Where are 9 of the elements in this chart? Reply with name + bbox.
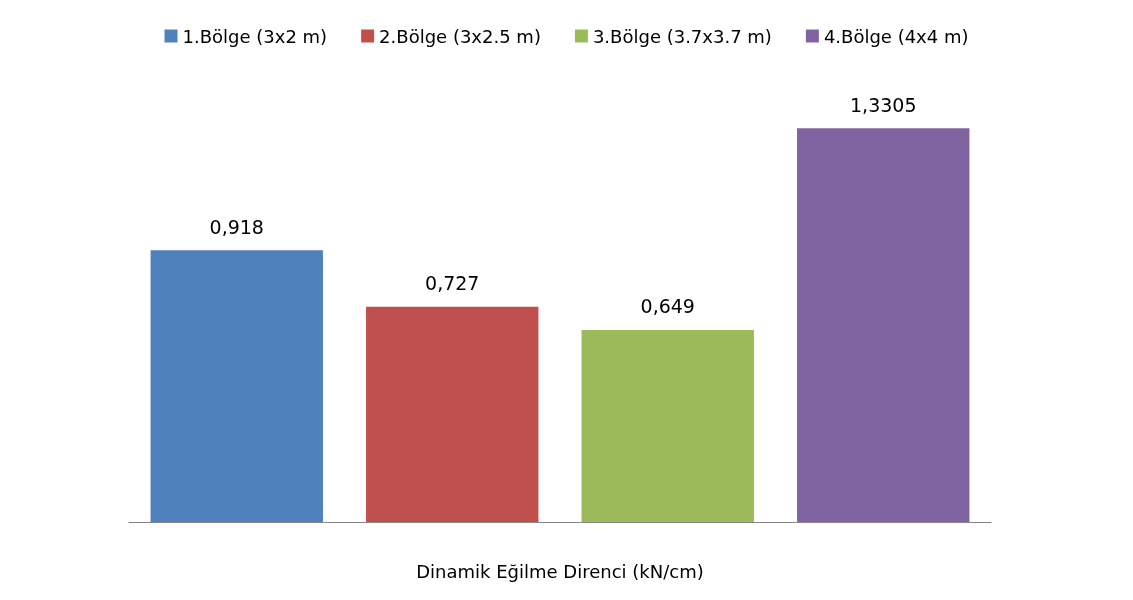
- legend-label: 2.Bölge (3x2.5 m): [379, 25, 541, 47]
- data-label: 0,649: [640, 295, 695, 318]
- x-axis-title: Dinamik Eğilme Direnci (kN/cm): [416, 560, 704, 582]
- legend-label: 1.Bölge (3x2 m): [182, 25, 328, 47]
- data-label: 0,727: [425, 272, 480, 295]
- legend-label: 3.Bölge (3.7x3.7 m): [592, 25, 772, 47]
- legend-label: 4.Bölge (4x4 m): [823, 25, 969, 47]
- data-label: 0,918: [209, 215, 264, 238]
- data-label: 1,3305: [850, 93, 917, 116]
